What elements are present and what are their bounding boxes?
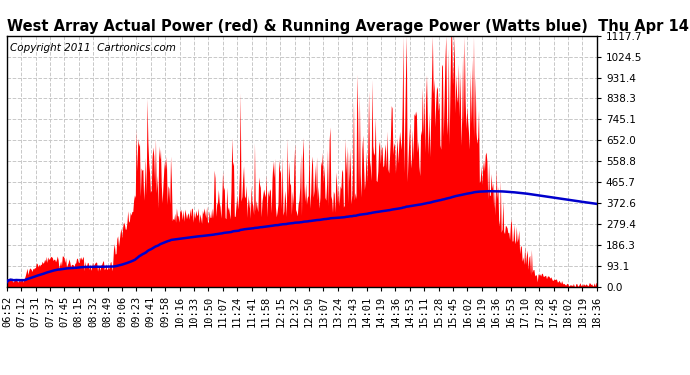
Text: West Array Actual Power (red) & Running Average Power (Watts blue)  Thu Apr 14 1: West Array Actual Power (red) & Running … [7,20,690,34]
Text: Copyright 2011  Cartronics.com: Copyright 2011 Cartronics.com [10,43,176,53]
